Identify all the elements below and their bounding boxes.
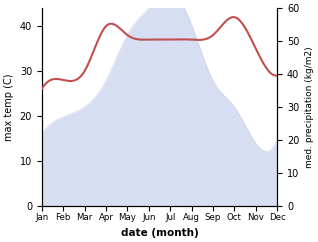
Y-axis label: med. precipitation (kg/m2): med. precipitation (kg/m2) (305, 46, 314, 168)
X-axis label: date (month): date (month) (121, 228, 198, 238)
Y-axis label: max temp (C): max temp (C) (4, 73, 14, 141)
